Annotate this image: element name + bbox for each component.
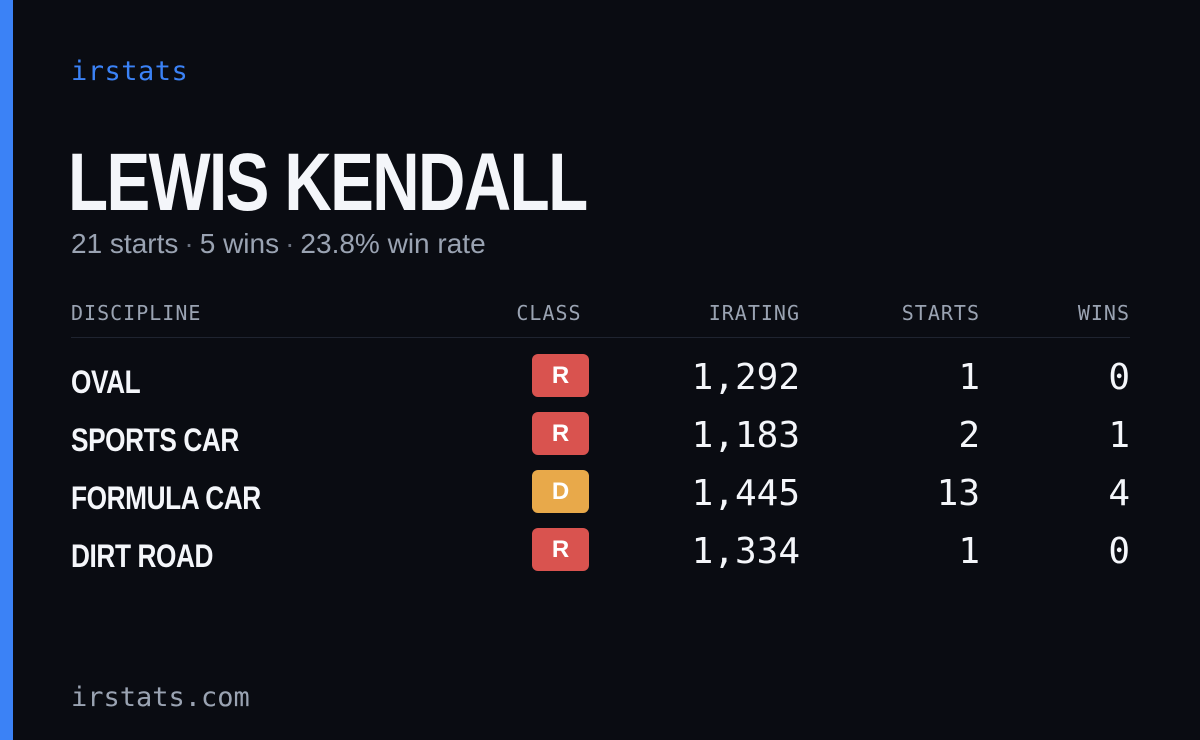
table-header: DISCIPLINE CLASS IRATING STARTS WINS (71, 300, 1130, 338)
footer-url: irstats.com (71, 682, 250, 713)
table-row: DIRT ROAD R 1,334 1 0 (71, 528, 1130, 586)
summary-starts: 21 starts (71, 228, 179, 259)
summary-separator: · (184, 228, 194, 259)
class-badge-wrapper: R (532, 528, 589, 571)
header-discipline: DISCIPLINE (71, 301, 202, 325)
driver-name: LEWIS KENDALL (68, 137, 588, 228)
row-wins: 0 (1108, 357, 1130, 398)
summary-separator: · (285, 228, 295, 259)
row-starts: 13 (936, 473, 980, 514)
row-discipline: DIRT ROAD (71, 538, 214, 574)
row-irating: 1,292 (691, 357, 800, 398)
header-starts: STARTS (901, 301, 980, 325)
row-starts: 1 (958, 357, 980, 398)
accent-bar (0, 0, 13, 740)
row-irating: 1,183 (691, 415, 800, 456)
row-wins: 0 (1108, 531, 1130, 572)
row-wins: 1 (1108, 415, 1130, 456)
header-irating: IRATING (708, 301, 800, 325)
row-starts: 1 (958, 531, 980, 572)
class-badge-wrapper: R (532, 412, 589, 455)
class-badge-wrapper: D (532, 470, 589, 513)
row-wins: 4 (1108, 473, 1130, 514)
row-discipline: FORMULA CAR (71, 480, 261, 516)
summary-wins: 5 wins (199, 228, 280, 259)
row-irating: 1,445 (691, 473, 800, 514)
class-badge-wrapper: R (532, 354, 589, 397)
class-badge: R (532, 528, 589, 571)
header-wins: WINS (1077, 301, 1130, 325)
driver-summary: 21 starts · 5 wins · 23.8% win rate (71, 228, 486, 260)
brand-logo-text: irstats (71, 56, 189, 87)
table-row: SPORTS CAR R 1,183 2 1 (71, 412, 1130, 470)
table-body: OVAL R 1,292 1 0 SPORTS CAR R 1,183 2 1 FORMULA CA… (71, 354, 1130, 586)
table-row: OVAL R 1,292 1 0 (71, 354, 1130, 412)
table-row: FORMULA CAR D 1,445 13 4 (71, 470, 1130, 528)
row-discipline: SPORTS CAR (71, 422, 239, 458)
header-class: CLASS (516, 301, 582, 325)
license-table: DISCIPLINE CLASS IRATING STARTS WINS OVA… (71, 300, 1130, 586)
class-badge: R (532, 412, 589, 455)
class-badge: D (532, 470, 589, 513)
row-discipline: OVAL (71, 364, 141, 400)
row-irating: 1,334 (691, 531, 800, 572)
summary-win-rate: 23.8% win rate (300, 228, 486, 259)
class-badge: R (532, 354, 589, 397)
row-starts: 2 (958, 415, 980, 456)
